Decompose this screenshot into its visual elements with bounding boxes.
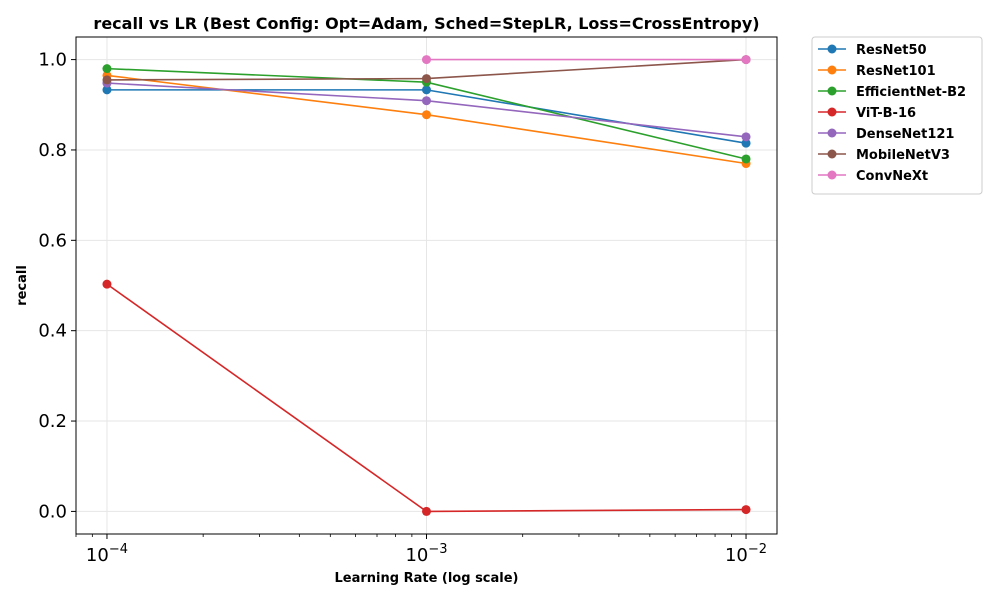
legend-entry: ViT-B-16: [818, 106, 916, 121]
x-tick-label: 10−4: [86, 542, 128, 566]
legend: ResNet50 ResNet101 EfficientNet-B2 ViT-B-16…: [811, 36, 983, 195]
legend-entry: ConvNeXt: [818, 169, 928, 184]
series-lines: [102, 55, 751, 516]
legend-label: ResNet101: [856, 64, 936, 79]
data-point: [102, 64, 112, 74]
x-tick-label: 10−2: [725, 542, 767, 566]
axis-ticks: 0.0 0.2 0.4 0.6 0.8 1.0 10−4 10−3 10−2: [38, 50, 767, 566]
y-tick-label: 0.4: [38, 321, 67, 342]
legend-label: ResNet50: [856, 43, 927, 58]
data-point: [741, 138, 751, 148]
data-point: [741, 132, 751, 142]
legend-entry: MobileNetV3: [818, 148, 950, 163]
y-tick-label: 0.6: [38, 230, 67, 251]
y-tick-label: 0.8: [38, 140, 67, 161]
legend-entry: DenseNet121: [818, 127, 954, 142]
y-tick-label: 0.2: [38, 411, 67, 432]
legend-entry: ResNet50: [818, 43, 927, 58]
data-point: [422, 74, 431, 84]
data-point: [102, 85, 112, 95]
data-point: [741, 55, 751, 65]
legend-label: DenseNet121: [856, 127, 954, 142]
y-tick-label: 0.0: [38, 501, 67, 522]
x-axis-label: Learning Rate (log scale): [334, 571, 518, 586]
data-point: [422, 85, 431, 95]
legend-marker: [827, 128, 837, 138]
y-axis-label: recall: [15, 265, 30, 306]
data-point: [422, 96, 431, 106]
legend-marker: [827, 65, 837, 75]
data-point: [422, 506, 431, 516]
legend-label: ConvNeXt: [856, 169, 928, 184]
data-point: [102, 75, 112, 85]
legend-marker: [827, 170, 837, 180]
data-point: [422, 110, 431, 120]
legend-marker: [827, 44, 837, 54]
chart-title: recall vs LR (Best Config: Opt=Adam, Sch…: [93, 14, 759, 33]
legend-marker: [827, 86, 837, 96]
data-point: [422, 55, 431, 65]
legend-marker: [827, 149, 837, 159]
series-convnext: [422, 55, 751, 65]
legend-label: ViT-B-16: [856, 106, 916, 121]
data-point: [741, 154, 751, 164]
data-point: [741, 505, 751, 515]
legend-frame: [811, 36, 983, 195]
data-point: [102, 279, 112, 289]
legend-label: EfficientNet-B2: [856, 85, 966, 100]
legend-entry: ResNet101: [818, 64, 936, 79]
legend-entry: EfficientNet-B2: [818, 85, 966, 100]
legend-label: MobileNetV3: [856, 148, 950, 163]
series-vit-b-16: [102, 279, 751, 516]
y-tick-label: 1.0: [38, 50, 67, 71]
x-tick-label: 10−3: [405, 542, 447, 566]
legend-marker: [827, 107, 837, 117]
